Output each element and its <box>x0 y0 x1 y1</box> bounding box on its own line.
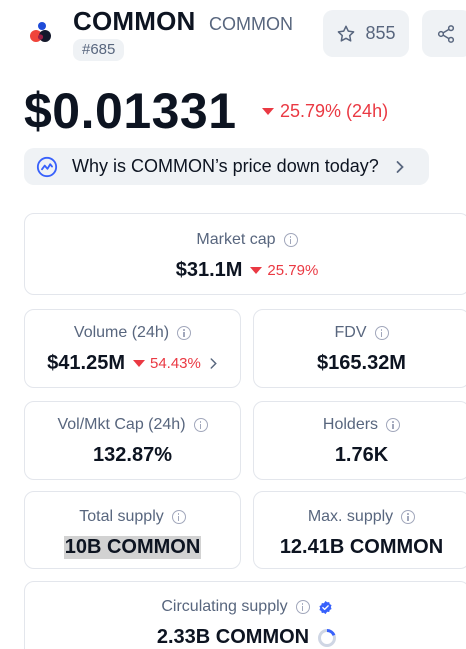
market-cap-value: $31.1M <box>175 259 243 281</box>
coin-name: COMMON <box>73 6 196 36</box>
vol-mkt-cap-label: Vol/Mkt Cap (24h) <box>57 416 186 433</box>
market-cap-change: 25.79% <box>267 262 319 279</box>
why-banner-text: Why is COMMON’s price down today? <box>72 156 379 176</box>
rank-badge: #685 <box>73 39 125 61</box>
share-button[interactable] <box>422 10 466 57</box>
holders-value: 1.76K <box>334 444 389 466</box>
market-cap-label: Market cap <box>196 231 276 248</box>
watchlist-button[interactable]: 855 <box>323 10 409 57</box>
max-supply-card: Max. supply 12.41B COMMON <box>253 491 466 569</box>
why-price-down-banner[interactable]: Why is COMMON’s price down today? <box>24 148 429 185</box>
market-cap-card: Market cap $31.1M 25.79% <box>24 213 466 295</box>
verified-badge-icon <box>319 600 332 614</box>
total-supply-label: Total supply <box>79 508 164 525</box>
info-icon[interactable] <box>283 233 298 247</box>
watchlist-count: 855 <box>365 23 396 43</box>
down-arrow-icon <box>250 267 263 274</box>
share-icon <box>437 24 455 43</box>
coin-logo-icon <box>30 22 51 42</box>
chevron-right-icon <box>396 160 404 173</box>
volume-value: $41.25M <box>47 352 125 374</box>
volume-change: 54.43% <box>149 355 201 372</box>
info-icon[interactable] <box>295 600 310 614</box>
volume-label: Volume (24h) <box>73 324 170 341</box>
info-icon[interactable] <box>401 510 416 524</box>
info-icon[interactable] <box>193 418 208 432</box>
holders-label: Holders <box>322 416 379 433</box>
cmc-ai-icon <box>36 156 58 177</box>
chevron-right-icon <box>210 358 217 369</box>
fdv-card: FDV $165.32M <box>253 309 466 388</box>
price-change-value: 25.79% (24h) <box>280 101 389 121</box>
current-price: $0.01331 <box>24 83 237 139</box>
info-icon[interactable] <box>374 326 389 340</box>
circulating-supply-label: Circulating supply <box>161 598 288 615</box>
total-supply-value: 10B COMMON <box>63 536 202 559</box>
info-icon[interactable] <box>177 326 192 340</box>
supply-progress-ring <box>318 628 337 647</box>
price-change: 25.79% (24h) <box>262 101 388 122</box>
vol-mkt-cap-value: 132.87% <box>93 444 172 466</box>
info-icon[interactable] <box>171 510 186 524</box>
total-supply-card: Total supply 10B COMMON <box>24 491 241 569</box>
max-supply-label: Max. supply <box>307 508 394 525</box>
star-icon <box>338 25 355 42</box>
volume-card[interactable]: Volume (24h) $41.25M 54.43% <box>24 309 241 388</box>
down-arrow-icon <box>132 360 145 367</box>
holders-card: Holders 1.76K <box>253 401 466 480</box>
circulating-supply-value: 2.33B COMMON <box>156 626 310 648</box>
max-supply-value: 12.41B COMMON <box>279 536 444 558</box>
down-arrow-icon <box>262 108 274 115</box>
vol-mkt-cap-card: Vol/Mkt Cap (24h) 132.87% <box>24 401 241 480</box>
fdv-label: FDV <box>334 324 367 341</box>
fdv-value: $165.32M <box>317 352 406 374</box>
info-icon[interactable] <box>386 418 401 432</box>
coin-symbol: COMMON <box>209 14 293 34</box>
circulating-supply-card: Circulating supply 2.33B COMMON <box>24 581 466 649</box>
